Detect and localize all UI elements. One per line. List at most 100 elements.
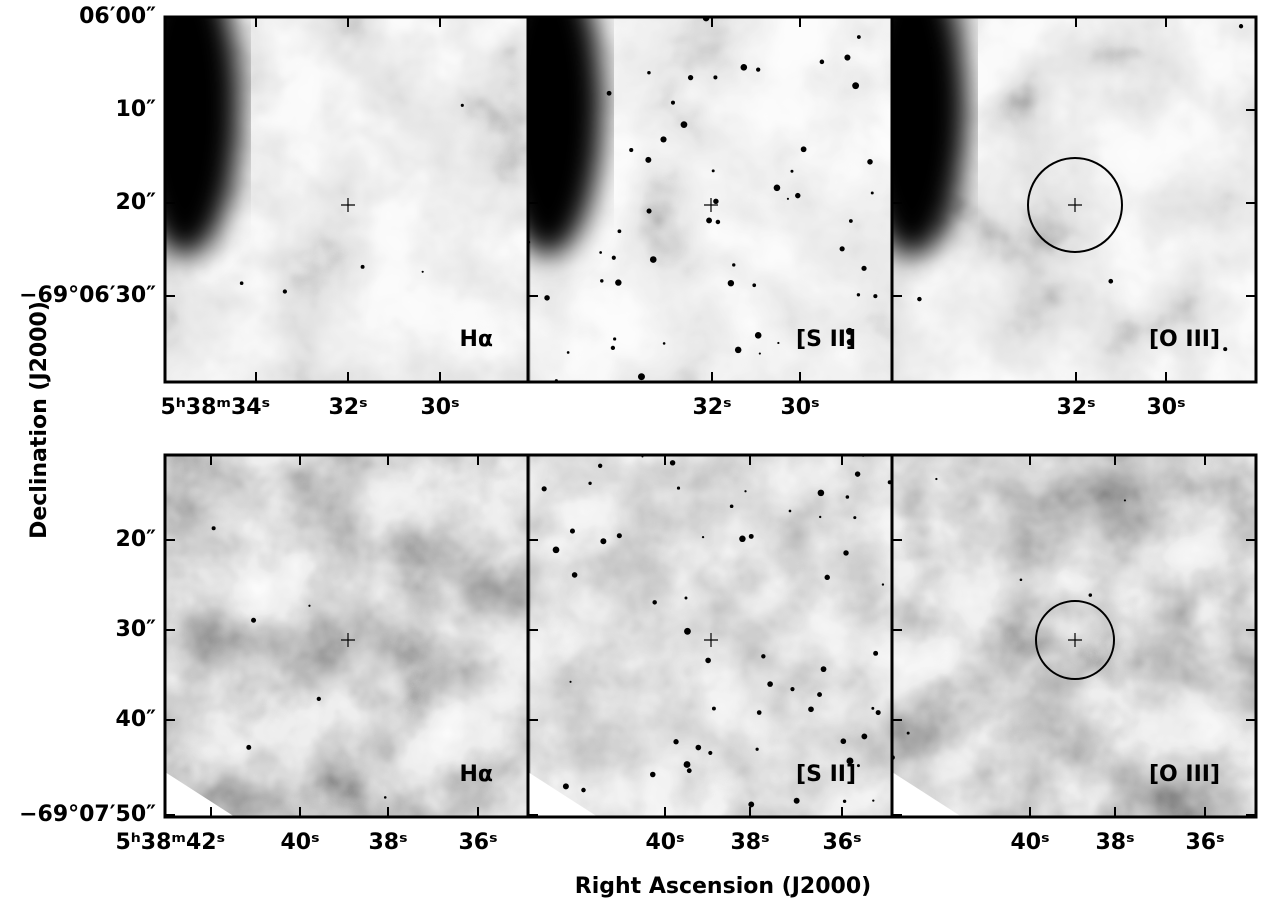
star xyxy=(673,739,678,744)
star xyxy=(790,687,794,691)
x-tick-label: 40ˢ xyxy=(281,830,320,855)
star xyxy=(820,60,825,65)
panel-image xyxy=(493,0,892,382)
star xyxy=(384,796,387,799)
y-tick-label: 30″ xyxy=(116,617,157,642)
star xyxy=(861,734,867,740)
star xyxy=(553,546,560,553)
y-axis-title: Declination (J2000) xyxy=(27,301,52,539)
star xyxy=(652,600,656,604)
star xyxy=(843,550,848,555)
star xyxy=(857,764,860,767)
star xyxy=(308,605,310,607)
star xyxy=(852,82,859,89)
star xyxy=(677,486,680,489)
star xyxy=(759,353,761,355)
star xyxy=(1020,578,1023,581)
x-tick-label: 5ʰ38ᵐ42ˢ xyxy=(115,830,225,855)
panel-label: Hα xyxy=(459,762,493,787)
x-tick-label: 38ˢ xyxy=(369,830,408,855)
star xyxy=(876,710,881,715)
star xyxy=(712,707,716,711)
x-tick-label: 30ˢ xyxy=(781,395,820,420)
star xyxy=(422,271,424,273)
star xyxy=(767,681,773,687)
star xyxy=(567,351,570,354)
star xyxy=(599,251,602,254)
star xyxy=(618,229,622,233)
star xyxy=(789,510,792,513)
star xyxy=(613,337,616,340)
panel-image xyxy=(857,0,1256,382)
x-tick-label: 40ˢ xyxy=(1011,830,1050,855)
star xyxy=(867,159,873,165)
star xyxy=(531,106,533,108)
star xyxy=(246,745,251,750)
x-tick-label: 38ˢ xyxy=(1096,830,1135,855)
star xyxy=(629,148,633,152)
star xyxy=(917,297,921,301)
star xyxy=(756,68,760,72)
x-tick-label: 30ˢ xyxy=(421,395,460,420)
star xyxy=(645,157,651,163)
star xyxy=(535,124,540,129)
star xyxy=(801,146,807,152)
star xyxy=(650,256,657,263)
star xyxy=(706,218,712,224)
y-tick-label: −69°06′30″ xyxy=(19,283,156,308)
star xyxy=(853,516,856,519)
panel-label: Hα xyxy=(459,327,493,352)
star xyxy=(794,798,800,804)
star xyxy=(821,666,827,672)
star xyxy=(607,91,612,96)
star xyxy=(705,658,711,664)
star xyxy=(713,199,718,204)
star xyxy=(871,707,874,710)
star xyxy=(790,170,793,173)
star xyxy=(739,536,745,542)
star xyxy=(844,54,850,60)
star xyxy=(1124,499,1126,501)
star xyxy=(761,654,765,658)
star xyxy=(647,209,652,214)
x-tick-label: 36ˢ xyxy=(459,830,498,855)
star xyxy=(670,460,675,465)
x-tick-label: 36ˢ xyxy=(823,830,862,855)
x-tick-label: 32ˢ xyxy=(1057,395,1096,420)
star xyxy=(846,495,850,499)
star xyxy=(615,279,621,285)
star xyxy=(755,332,762,339)
star xyxy=(735,347,742,354)
y-tick-label: 20″ xyxy=(116,190,157,215)
star xyxy=(570,529,575,534)
star xyxy=(696,745,702,751)
star xyxy=(687,768,692,773)
star xyxy=(617,533,622,538)
star xyxy=(840,246,845,251)
star xyxy=(752,283,756,287)
star xyxy=(251,618,256,623)
y-tick-label: 40″ xyxy=(116,707,157,732)
star xyxy=(756,748,759,751)
star xyxy=(688,75,693,80)
star xyxy=(873,294,877,298)
x-tick-label: 36ˢ xyxy=(1186,830,1225,855)
star xyxy=(1223,347,1227,351)
x-axis-title: Right Ascension (J2000) xyxy=(575,874,871,899)
star xyxy=(663,342,666,345)
y-tick-label: −69°07′50″ xyxy=(19,802,156,827)
star xyxy=(841,738,847,744)
star xyxy=(638,373,645,380)
star xyxy=(741,64,748,71)
star xyxy=(861,266,866,271)
star xyxy=(857,293,860,296)
star xyxy=(818,490,825,497)
star xyxy=(240,281,244,285)
star xyxy=(819,516,821,518)
x-tick-label: 40ˢ xyxy=(646,830,685,855)
star xyxy=(685,597,688,600)
star xyxy=(907,732,910,735)
star xyxy=(825,575,830,580)
star xyxy=(212,526,216,530)
star xyxy=(808,706,814,712)
